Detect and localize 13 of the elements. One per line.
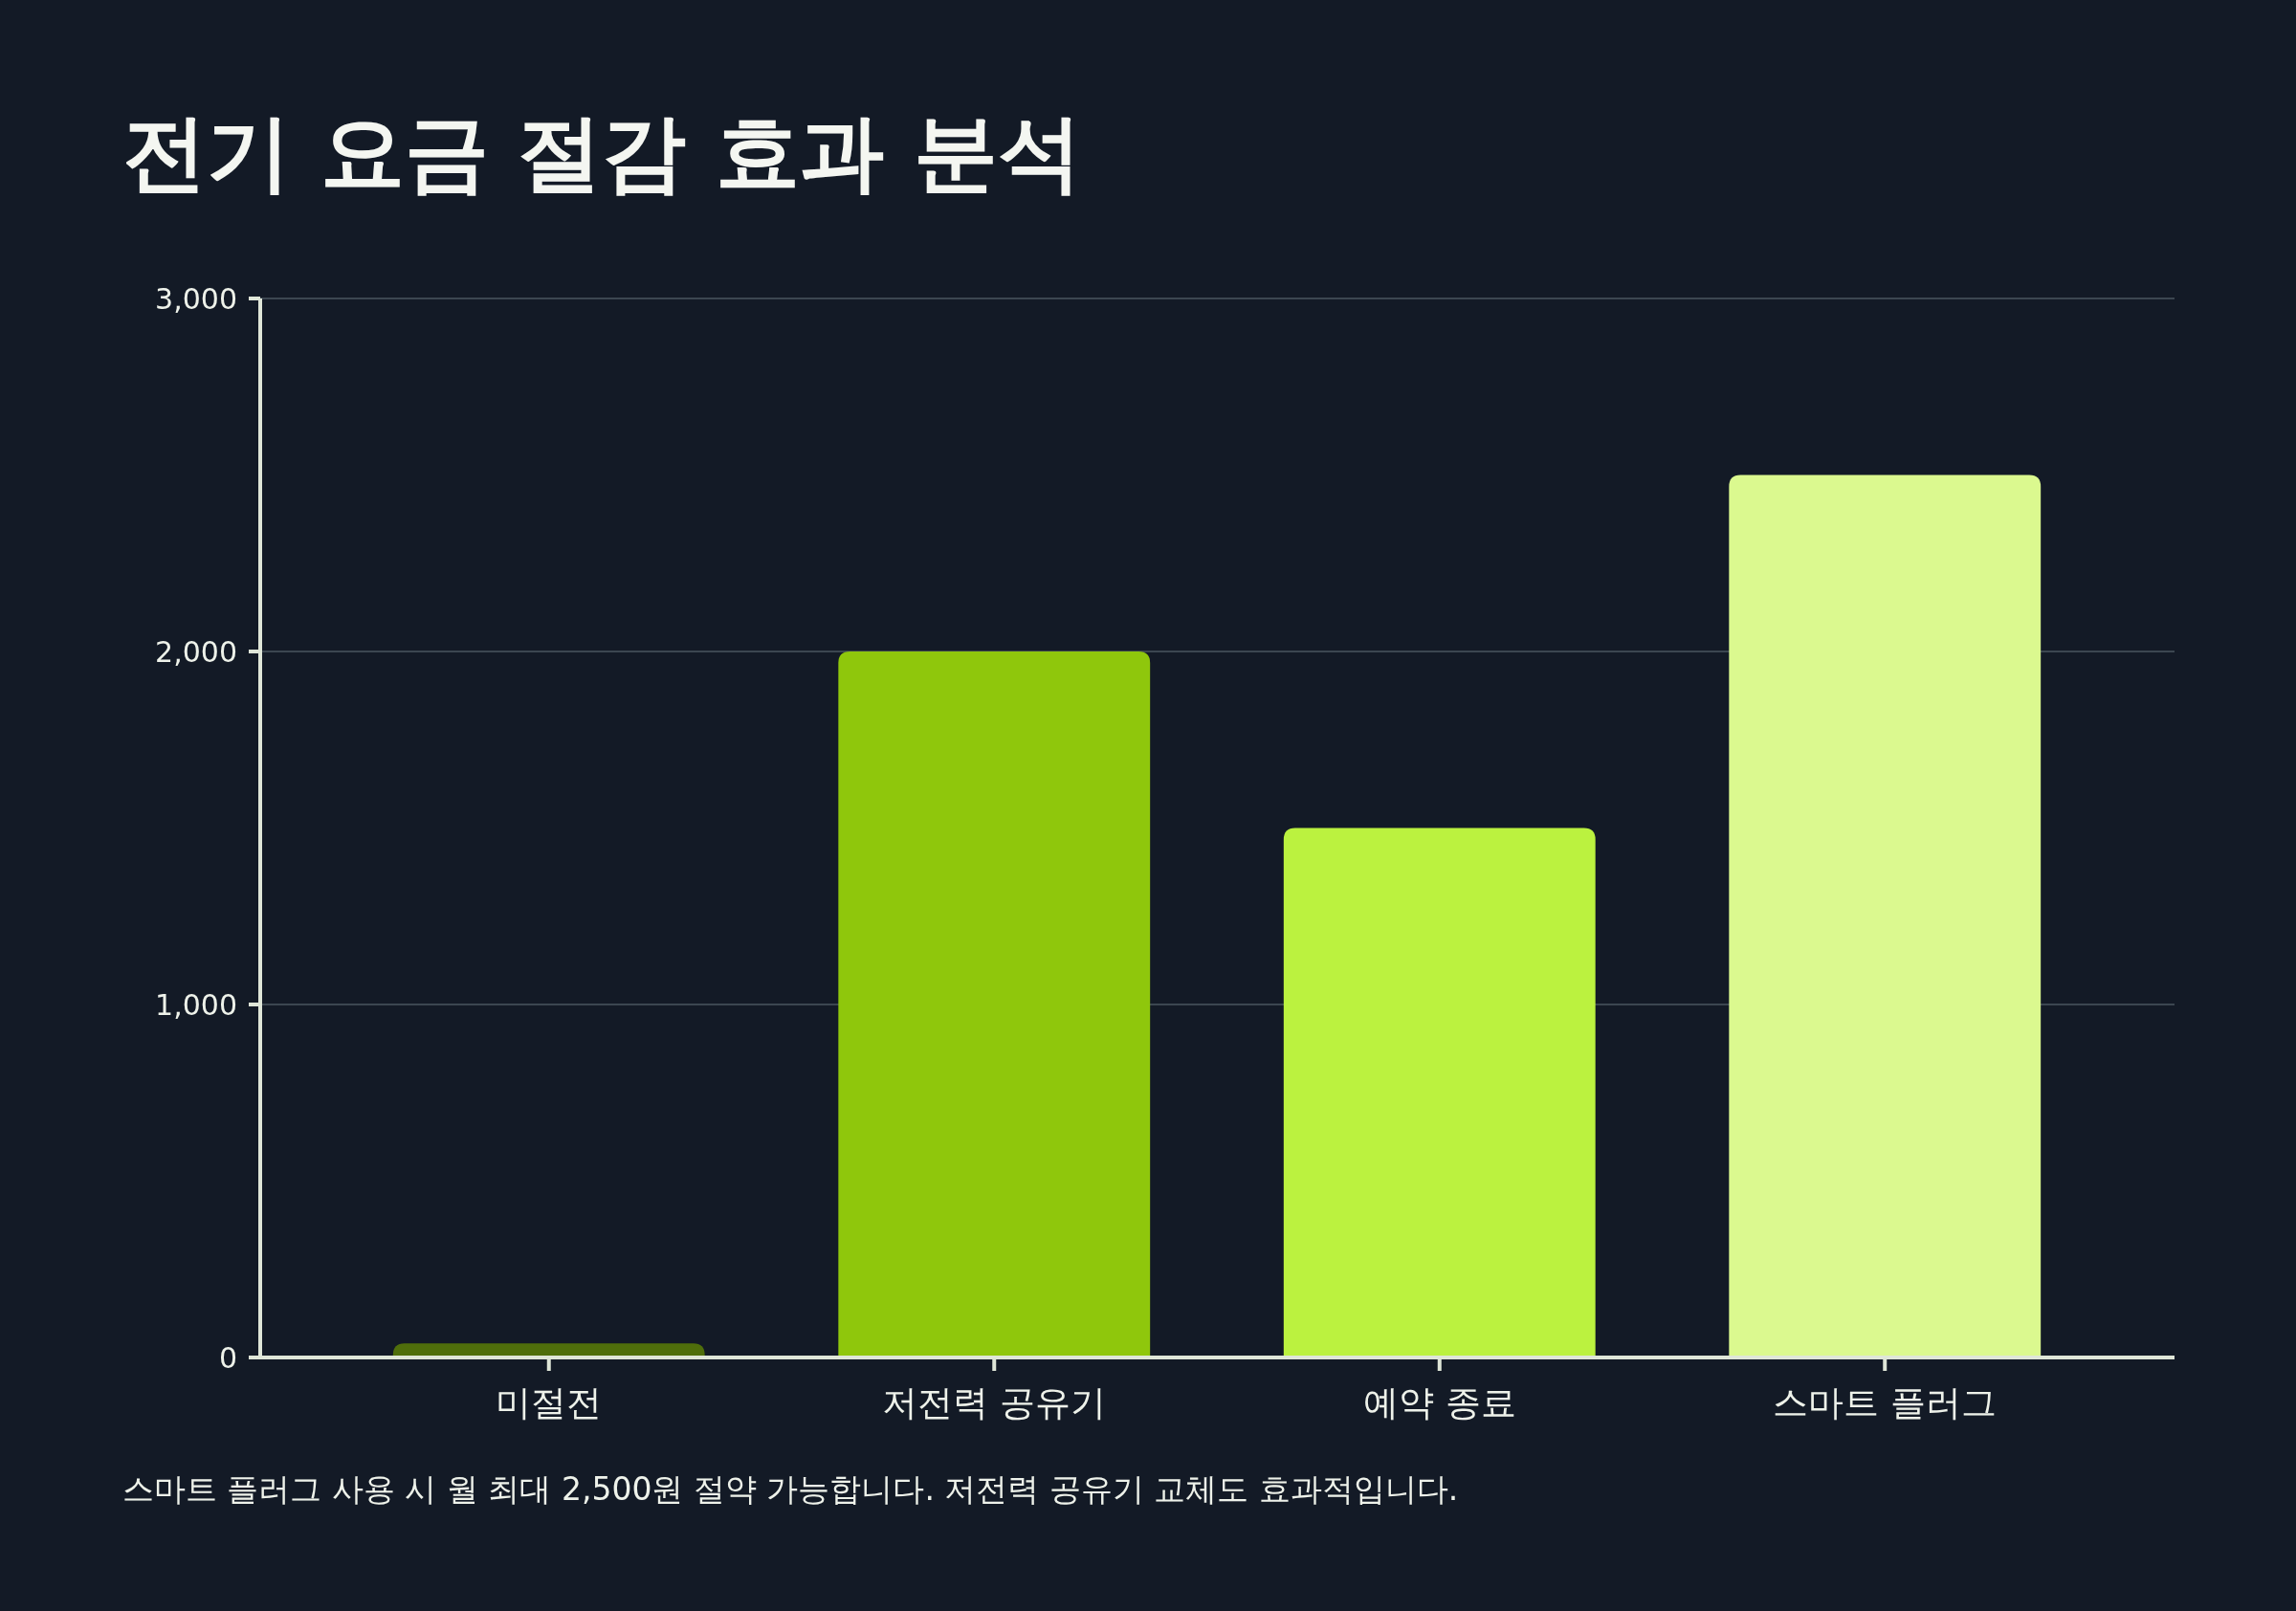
chart-title: 전기 요금 절감 효과 분석: [122, 103, 1082, 202]
bar: [1729, 474, 2042, 1357]
y-tick-label: 0: [218, 1341, 237, 1375]
x-tick-label: 저전력 공유기: [882, 1382, 1107, 1423]
y-tick-label: 3,000: [155, 282, 237, 316]
x-tick-label: 예약 종료: [1362, 1382, 1516, 1423]
text: 스마트 플러그 사용 시 월 최대 2,500원 절약 가능합니다. 저전력 공유기 교체도 효과적입니다.: [122, 1470, 1459, 1508]
x-tick-label: 미절전: [496, 1382, 603, 1423]
bar: [1283, 828, 1596, 1357]
bar: [838, 651, 1151, 1357]
y-tick-label: 1,000: [155, 988, 237, 1022]
x-tick-label: 스마트 플러그: [1773, 1382, 1998, 1423]
y-tick-label: 2,000: [155, 635, 237, 669]
